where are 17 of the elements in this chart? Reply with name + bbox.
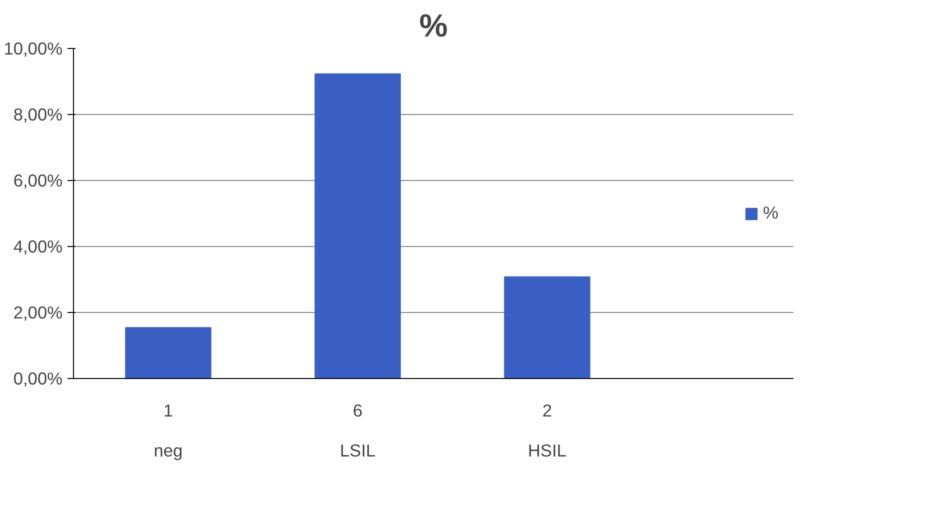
y-tick-label: 8,00% — [13, 104, 63, 124]
legend-label: % — [763, 202, 780, 224]
text: 1 — [163, 400, 174, 420]
y-tick-label: 2,00% — [13, 302, 63, 322]
y-tick-label: 0,00% — [13, 368, 63, 388]
y-tick-label: 6,00% — [13, 170, 63, 190]
bar — [504, 276, 590, 378]
y-tick-label: 10,00% — [4, 38, 63, 58]
bar — [314, 73, 401, 378]
x-tick-label: neg — [154, 440, 183, 460]
bar — [125, 327, 212, 378]
text: 6 — [352, 400, 363, 420]
y-tick-label: 4,00% — [13, 236, 63, 256]
x-tick-label: HSIL — [528, 440, 567, 460]
text: 2 — [542, 400, 552, 420]
x-tick-label: LSIL — [340, 440, 376, 460]
chart-title: % — [419, 8, 448, 44]
